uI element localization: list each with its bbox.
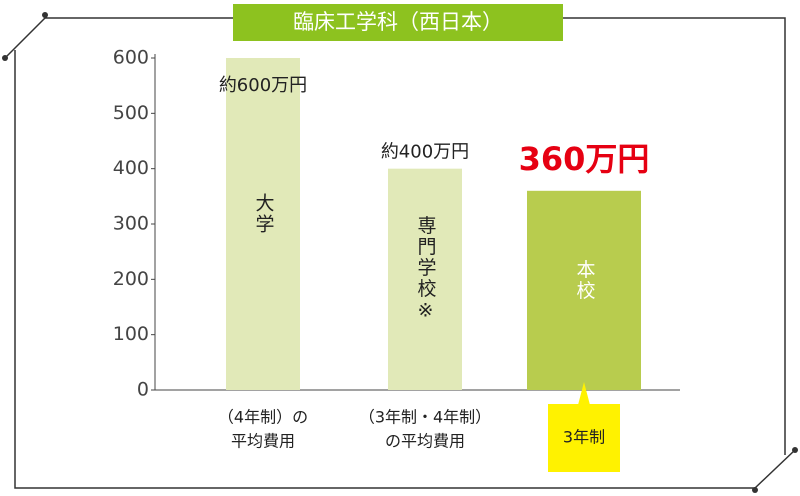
- y-tick-label: 500: [113, 102, 149, 124]
- bar-name: 大学: [253, 193, 275, 235]
- note-box: [548, 404, 620, 472]
- bar-name: 専門学校※: [415, 215, 437, 323]
- y-tick-label: 100: [113, 323, 149, 345]
- note-pointer: [578, 382, 590, 405]
- bar: [226, 58, 300, 390]
- bar: [388, 168, 462, 390]
- y-tick-label: 200: [113, 268, 149, 290]
- x-tick-label: 平均費用: [231, 432, 295, 451]
- frame-dots: [2, 12, 798, 493]
- chart-title: 臨床工学科（西日本）: [293, 10, 503, 34]
- bar: [527, 190, 641, 390]
- x-tick-label: （4年制）の: [218, 408, 308, 427]
- value-label: 約400万円: [381, 142, 469, 163]
- x-tick-label: の平均費用: [385, 432, 465, 451]
- x-tick-label: （3年制・4年制）: [359, 408, 491, 427]
- value-label: 約600万円: [219, 75, 307, 96]
- value-label: 360万円: [519, 140, 650, 178]
- x-tick-label: 3年制: [563, 428, 605, 447]
- y-tick-label: 400: [113, 157, 149, 179]
- y-tick-label: 0: [137, 379, 149, 401]
- bar-name: 本校: [574, 259, 596, 301]
- y-tick-label: 300: [113, 213, 149, 235]
- title-box: [233, 4, 563, 41]
- y-tick-label: 600: [113, 47, 149, 69]
